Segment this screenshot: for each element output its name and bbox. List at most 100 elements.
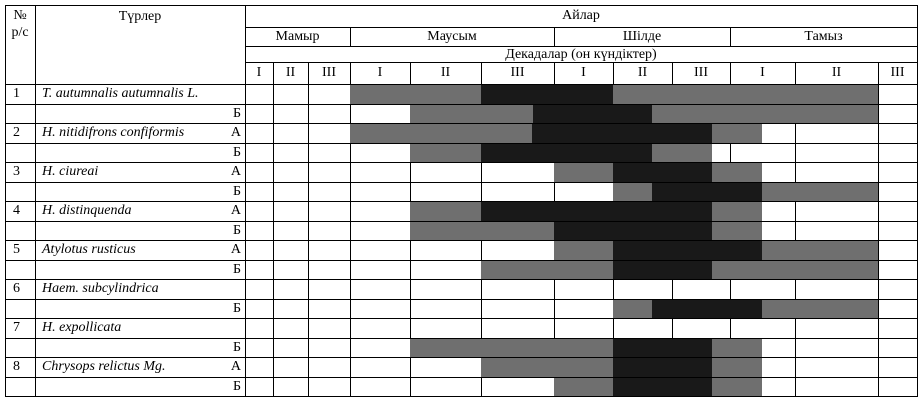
month-label: Мамыр [275,29,320,44]
row-number: 3 [13,164,20,179]
decade-numeral: I [581,65,586,80]
decade-numerals-rule [245,62,918,63]
month-divider-line [350,27,351,47]
row-separator-line [5,337,918,339]
row-number: 5 [13,242,20,257]
species-name: H. distinquenda [42,203,132,218]
activity-bar-gray [554,163,613,182]
row-separator-line [5,103,918,105]
stage-letter: А [230,125,241,140]
activity-bar-gray [350,124,532,143]
row-number: 7 [13,320,20,335]
decade-numeral: I [256,65,262,80]
month-label: Шілде [622,29,662,44]
activity-bar-black [532,124,712,143]
activity-bar-gray [410,202,481,221]
row-separator-line [5,240,918,241]
activity-bar-gray [410,221,554,240]
row-separator-line [5,162,918,163]
activity-bar-black [652,182,762,201]
months-row-rule [245,27,918,28]
header-body-rule [5,84,918,85]
species-name: H. ciureai [42,164,99,179]
row-separator-line [5,220,918,222]
number-column-header-line2: р/с [11,25,29,40]
activity-bar-gray [481,260,613,279]
decade-column-line [308,62,309,397]
activity-bar-gray [554,241,613,260]
decade-numeral: III [322,65,336,80]
row-number: 6 [13,281,20,296]
row-separator-line [5,259,918,261]
row-number: 2 [13,125,20,140]
stage-letter: Б [232,183,241,199]
activity-bar-black [481,202,712,221]
activity-bar-gray [762,241,878,260]
row-separator-line [5,201,918,202]
activity-bar-black [554,221,712,240]
decade-numeral: I [377,65,383,80]
activity-bar-gray [613,299,652,318]
activity-bar-black [613,338,712,357]
activity-bar-gray [712,124,762,143]
activity-bar-gray [712,221,762,240]
decades-title-rule [245,46,918,47]
decade-numeral: III [694,65,708,80]
stage-letter: А [230,242,241,257]
decade-numeral: III [510,65,525,80]
activity-bar-black [613,241,762,260]
stage-letter: Б [232,222,241,238]
decades-header: Декадалар (он күндіктер) [505,47,657,62]
activity-bar-gray [410,104,533,123]
species-name: Haem. subcylindrica [42,281,159,296]
activity-bar-gray [762,182,878,201]
stage-letter: Б [232,339,241,355]
decade-column-line [350,62,351,397]
table-top-border [5,5,918,6]
row-separator-line [5,123,918,124]
month-divider-line [730,27,731,47]
stage-letter: Б [232,300,241,316]
activity-bar-black [613,358,712,377]
activity-bar-black [533,104,652,123]
species-name: Chrysops relictus Mg. [42,359,166,374]
species-name: T. autumnalis autumnalis L. [42,86,199,101]
row-separator-line [5,298,918,300]
decade-numeral: II [831,65,842,80]
activity-bar-gray [410,143,481,162]
month-label: Маусым [427,29,477,44]
decade-numeral: II [285,65,296,80]
decade-column-line [795,62,796,397]
activity-bar-gray [762,299,878,318]
row-separator-line [5,181,918,183]
row-number: 8 [13,359,20,374]
month-divider-line [554,27,555,47]
activity-bar-black [613,377,712,396]
activity-bar-gray [613,85,878,104]
row-separator-line [5,318,918,319]
species-name: Atylotus rusticus [42,242,136,257]
decade-column-line [273,62,274,397]
activity-bar-gray [410,338,613,357]
stage-letter: Б [232,378,241,394]
activity-bar-gray [481,358,613,377]
activity-bar-black [652,299,762,318]
activity-bar-gray [652,104,878,123]
species-name: H. nitidifrons confiformis [42,125,185,140]
row-separator-line [5,279,918,280]
activity-bar-gray [712,163,762,182]
stage-letter: Б [232,105,241,121]
activity-bar-gray [554,377,613,396]
species-column-header: Түрлер [118,9,162,24]
decade-numeral: II [637,65,648,80]
row-number: 4 [13,203,20,218]
activity-bar-black [481,85,613,104]
activity-bar-gray [350,85,481,104]
activity-bar-gray [712,338,762,357]
row-separator-line [5,376,918,378]
decade-numeral: I [760,65,765,80]
activity-bar-gray [712,202,762,221]
species-name: H. expollicata [42,320,122,335]
activity-bar-gray [712,358,762,377]
stage-letter: Б [232,144,241,160]
